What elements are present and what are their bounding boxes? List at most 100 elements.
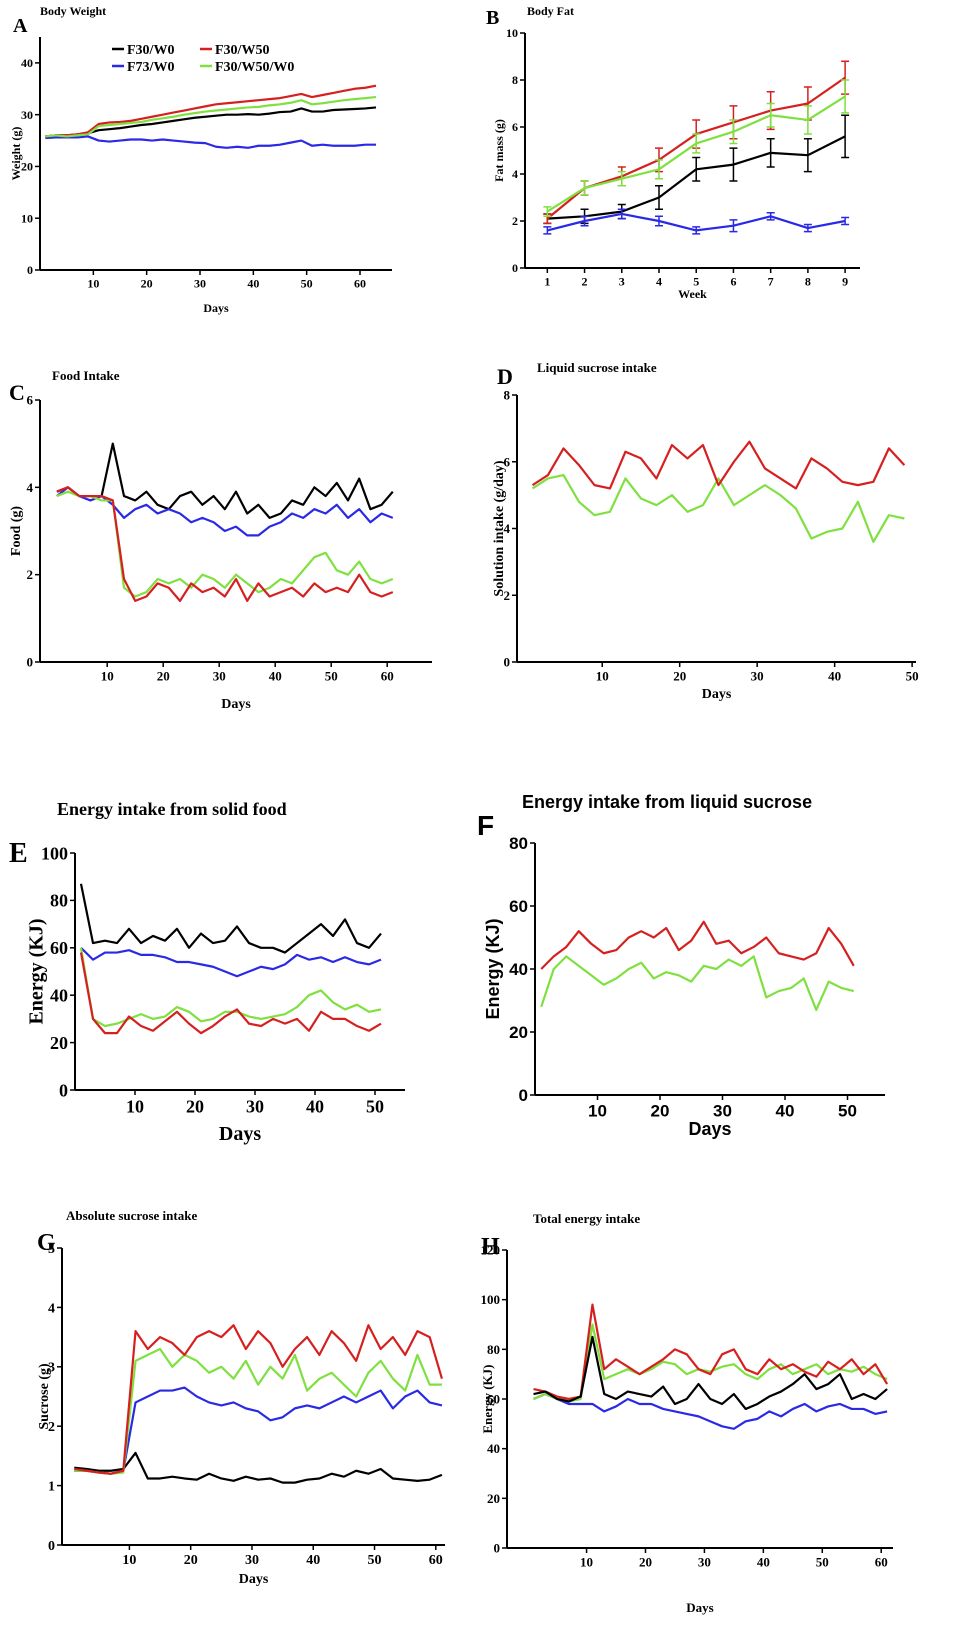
- y-tick-label: 4: [504, 521, 511, 536]
- x-tick-label: 30: [751, 668, 764, 683]
- x-tick-label: 40: [306, 1553, 320, 1568]
- series-line: [45, 84, 377, 138]
- x-tick-label: 4: [656, 275, 662, 289]
- x-tick-label: 50: [368, 1553, 382, 1568]
- y-tick-label: 8: [512, 73, 518, 87]
- chart-title: Body Fat: [527, 4, 574, 18]
- x-tick-label: 50: [325, 668, 338, 683]
- y-tick-label: 20: [487, 1491, 500, 1506]
- chart-title: Food Intake: [52, 368, 120, 383]
- x-axis-label: Days: [203, 301, 229, 315]
- x-tick-label: 50: [816, 1554, 829, 1569]
- panel-label: A: [13, 15, 28, 37]
- panel-label: C: [9, 380, 25, 405]
- series-line: [533, 1303, 889, 1401]
- x-axis-label: Days: [688, 1119, 731, 1139]
- x-tick-label: 30: [213, 668, 226, 683]
- y-axis-label: Solution intake (g/day): [492, 460, 507, 596]
- y-tick-label: 120: [481, 1243, 501, 1258]
- x-tick-label: 8: [805, 275, 811, 289]
- x-tick-label: 10: [580, 1554, 593, 1569]
- series-line: [74, 1347, 442, 1475]
- y-tick-label: 100: [41, 843, 68, 863]
- y-tick-label: 6: [27, 393, 34, 408]
- x-tick-label: 20: [186, 1096, 204, 1116]
- y-tick-label: 8: [504, 388, 511, 403]
- y-tick-label: 5: [48, 1242, 55, 1257]
- series-line: [79, 952, 382, 1035]
- x-tick-label: 60: [429, 1553, 443, 1568]
- y-tick-label: 4: [48, 1301, 55, 1316]
- x-axis-label: Days: [702, 687, 732, 702]
- y-tick-label: 4: [27, 480, 34, 495]
- legend-label: F30/W50/W0: [215, 60, 294, 75]
- chart-title: Energy intake from liquid sucrose: [522, 792, 812, 812]
- x-tick-label: 30: [194, 277, 206, 291]
- x-axis-label: Days: [219, 1123, 261, 1145]
- chart-title: Absolute sucrose intake: [66, 1208, 197, 1223]
- x-tick-label: 3: [619, 275, 625, 289]
- series-line: [533, 1392, 888, 1430]
- x-tick-label: 40: [828, 668, 841, 683]
- panel: D Liquid sucrose intake 0 2 4 6 8 10 20 30 40 50 Day…: [492, 360, 918, 702]
- series-line: [531, 474, 905, 543]
- series-line: [56, 486, 394, 602]
- x-axis-label: Days: [686, 1600, 713, 1615]
- y-tick-label: 20: [21, 160, 33, 174]
- y-axis-label: Food (g): [9, 506, 24, 557]
- x-tick-label: 30: [246, 1096, 264, 1116]
- x-tick-label: 10: [101, 668, 114, 683]
- chart-title: Body Weight: [40, 4, 106, 18]
- x-tick-label: 40: [269, 668, 282, 683]
- y-tick-label: 2: [504, 588, 511, 603]
- panel-label: B: [486, 7, 499, 29]
- series-line: [79, 947, 382, 1028]
- x-tick-label: 10: [87, 277, 99, 291]
- error-bar: [543, 206, 552, 218]
- chart-title: Total energy intake: [533, 1211, 640, 1226]
- y-tick-label: 1: [48, 1480, 55, 1495]
- y-tick-label: 0: [512, 261, 518, 275]
- y-axis-label: Energy (KJ): [480, 1365, 495, 1434]
- legend-label: F30/W50: [215, 43, 269, 58]
- panel: E Energy intake from solid food 0 20 40 60 80 1…: [9, 799, 405, 1145]
- series-line: [547, 212, 846, 232]
- series-line: [74, 1386, 443, 1475]
- x-tick-label: 30: [698, 1554, 711, 1569]
- x-tick-label: 5: [693, 275, 699, 289]
- x-tick-label: 20: [141, 277, 153, 291]
- y-axis-label: Fat mass (g): [492, 119, 506, 182]
- x-tick-label: 40: [757, 1554, 770, 1569]
- x-axis-label: Days: [221, 697, 251, 712]
- panel: G Absolute sucrose intake 0 1 2 3 4 5 10 20 30 40 50…: [37, 1208, 445, 1587]
- y-tick-label: 10: [506, 26, 518, 40]
- panel: C Food Intake 0 2 4 6 10 20 30 40 50 60 Days Food (g): [9, 368, 432, 712]
- x-tick-label: 50: [301, 277, 313, 291]
- panel: F Energy intake from liquid sucrose 0 20 40 6…: [477, 792, 885, 1139]
- x-tick-label: 60: [354, 277, 366, 291]
- series-line: [540, 920, 855, 970]
- x-tick-label: 30: [245, 1553, 259, 1568]
- panel: A Body Weight 0 10 20 30 40 10 20 30 40 50 60 Days Wei…: [9, 4, 392, 315]
- y-tick-label: 40: [50, 986, 68, 1006]
- y-tick-label: 2: [48, 1420, 55, 1435]
- y-tick-label: 3: [48, 1361, 55, 1376]
- x-tick-label: 20: [157, 668, 170, 683]
- series-line: [547, 135, 846, 220]
- x-tick-label: 10: [588, 1102, 607, 1121]
- series-line: [45, 95, 377, 138]
- x-tick-label: 40: [776, 1102, 795, 1121]
- legend-label: F30/W0: [127, 43, 174, 58]
- y-tick-label: 10: [21, 211, 33, 225]
- y-tick-label: 6: [512, 120, 518, 134]
- x-tick-label: 6: [730, 275, 736, 289]
- y-tick-label: 0: [27, 263, 33, 277]
- x-tick-label: 9: [842, 275, 848, 289]
- panel-label: H: [481, 1234, 500, 1260]
- series-line: [79, 883, 382, 954]
- y-axis-label: Energy (KJ): [26, 918, 48, 1024]
- x-tick-label: 50: [366, 1096, 384, 1116]
- x-tick-label: 50: [838, 1102, 857, 1121]
- y-axis-label: Energy (KJ): [483, 918, 503, 1019]
